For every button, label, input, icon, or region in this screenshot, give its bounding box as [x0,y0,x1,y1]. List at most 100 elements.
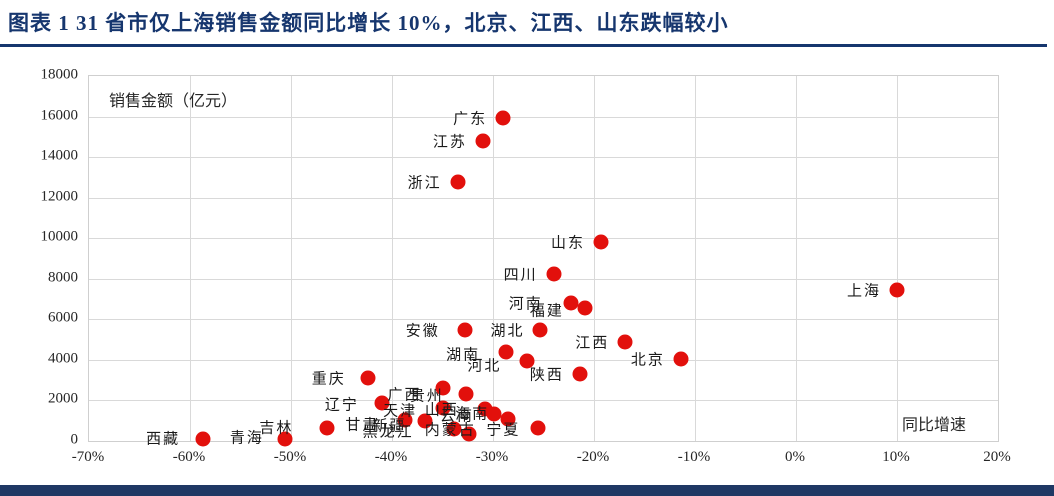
data-point-宁夏 [530,420,546,436]
data-point-江西 [617,334,633,350]
data-point-湖北 [532,322,548,338]
x-axis-tick-label: 10% [882,449,910,465]
point-label-湖南: 湖南 [446,347,481,364]
point-label-湖北: 湖北 [490,323,525,340]
point-label-重庆: 重庆 [311,371,346,388]
data-point-湖南 [498,344,514,360]
y-axis-tick-label: 14000 [40,147,79,164]
point-label-广东: 广东 [453,111,488,128]
y-axis-tick-label: 4000 [48,350,78,367]
horizontal-gridline [89,238,998,240]
data-point-福建 [577,300,593,316]
data-point-安徽 [457,322,473,338]
data-point-甘肃 [417,413,433,429]
data-point-西藏 [195,431,211,447]
x-axis-title: 同比增速 [902,417,967,434]
x-axis-tick-label: -30% [475,449,509,465]
y-axis-title: 销售金额（亿元） [109,93,238,110]
point-label-天津: 天津 [383,403,418,420]
point-label-江苏: 江苏 [432,134,467,151]
x-axis-tick-label: -60% [172,449,206,465]
point-label-青海: 青海 [229,430,264,447]
horizontal-gridline [89,319,998,321]
data-point-浙江 [450,174,466,190]
point-label-河南: 河南 [508,296,543,313]
point-label-黑龙江: 黑龙江 [362,424,414,441]
point-label-山西: 山西 [424,402,459,419]
point-label-西藏: 西藏 [146,431,181,448]
data-point-江苏 [475,133,491,149]
data-point-新疆 [435,400,450,416]
data-point-河北 [519,353,535,369]
point-label-山东: 山东 [551,235,586,252]
x-axis-tick-label: -20% [576,449,610,465]
data-point-河南 [563,295,579,311]
point-label-安徽: 安徽 [405,323,440,340]
horizontal-gridline [89,400,998,402]
point-label-云南: 云南 [439,408,475,425]
data-point-上海 [889,282,905,298]
vertical-gridline [897,76,898,441]
vertical-gridline [796,76,797,441]
y-axis-tick-label: 8000 [48,269,78,286]
y-axis-tick-label: 16000 [40,107,79,124]
horizontal-gridline [89,157,998,159]
vertical-gridline [695,76,696,441]
data-point-青海 [277,431,293,447]
data-point-天津 [397,412,413,428]
y-axis-tick-label: 18000 [40,66,79,83]
data-point-吉林 [319,420,335,436]
footer-bar [0,485,1054,496]
x-axis-tick-label: -50% [273,449,307,465]
data-point-贵州 [458,386,474,402]
point-label-贵州: 贵州 [409,388,444,405]
data-point-重庆 [360,370,376,386]
vertical-gridline [493,76,494,441]
point-label-陕西: 陕西 [529,367,564,384]
data-point-山东 [593,234,609,250]
data-point-黑龙江 [446,421,462,437]
x-axis-tick-label: 20% [983,449,1011,465]
vertical-gridline [594,76,595,441]
horizontal-gridline [89,116,998,118]
point-label-河北: 河北 [467,358,502,375]
y-axis-tick-label: 12000 [40,188,79,205]
data-point-云南 [486,406,502,422]
point-label-新疆: 新疆 [372,418,407,435]
point-label-广西: 广西 [387,387,422,404]
x-axis-tick-label: -10% [677,449,711,465]
y-axis-tick-label: 10000 [40,228,79,245]
data-point-陕西 [572,366,588,382]
scatter-plot-area: 销售金额（亿元） 同比增速 广东江苏浙江山东 四川上海河南 福建安徽 湖北江西湖南 北京… [88,75,999,448]
data-point-辽宁 [374,395,390,411]
point-label-辽宁: 辽宁 [324,397,359,414]
data-point-北京 [673,351,689,367]
point-label-甘肃: 甘肃 [345,417,380,434]
point-label-四川: 四川 [503,267,538,284]
point-label-宁夏: 宁夏 [486,422,521,439]
point-label-福建: 福建 [529,303,564,320]
point-label-海南: 海南 [455,406,490,423]
x-axis-tick-label: -70% [71,449,105,465]
title-underline [0,44,1047,47]
y-axis-tick-label: 0 [70,431,79,448]
point-label-浙江: 浙江 [407,175,442,192]
data-point-内蒙古 [461,426,477,442]
point-label-北京: 北京 [630,352,665,369]
point-label-上海: 上海 [846,283,882,300]
vertical-gridline [190,76,191,441]
data-point-广东 [495,110,511,126]
point-label-江西: 江西 [575,335,610,352]
vertical-gridline [392,76,393,441]
data-point-四川 [546,266,562,282]
data-point-海南 [500,411,516,427]
data-point-广西 [435,380,450,396]
chart-title: 图表 1 31 省市仅上海销售金额同比增长 10%，北京、江西、山东跌幅较小 [8,11,729,35]
horizontal-gridline [89,197,998,199]
point-label-内蒙古: 内蒙古 [424,422,476,439]
y-axis-tick-label: 2000 [48,390,78,407]
horizontal-gridline [89,359,998,361]
x-axis-tick-label: 0% [785,449,805,465]
horizontal-gridline [89,278,998,280]
